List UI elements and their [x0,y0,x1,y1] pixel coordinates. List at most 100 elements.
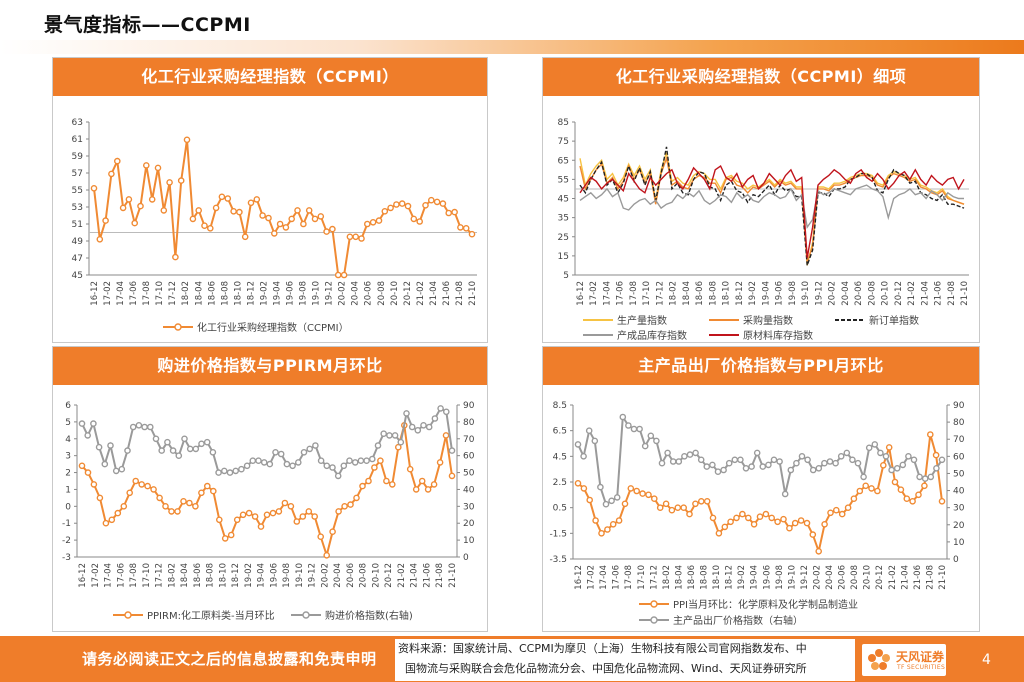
data-point [786,524,793,532]
data-point [317,213,325,220]
data-point [206,224,214,232]
data-point [120,502,128,510]
data-point [436,459,444,466]
x-tick-label: 20-02 [812,565,822,590]
data-point [198,440,205,448]
logo-subtext: TF SECURITIES [897,664,946,671]
x-tick-label: 19-12 [800,565,810,590]
x-tick-label: 20-12 [384,563,394,588]
x-tick-label: 20-06 [346,563,356,588]
data-point [393,201,400,208]
x-tick-label: 18-04 [194,281,204,306]
data-point [597,483,604,491]
data-point [893,465,901,472]
data-point [323,462,331,470]
data-point [803,519,811,527]
data-point [827,509,834,517]
y-tick-label-left: 61 [72,135,83,145]
data-point [748,463,755,470]
data-point [198,489,205,497]
y-tick-label-left: 45 [558,195,569,205]
data-point [574,479,582,487]
x-tick-label: 19-12 [814,281,824,306]
data-point [359,482,366,490]
x-tick-label: 18-08 [700,565,710,590]
data-point [916,473,923,481]
x-tick-label: 19-02 [737,565,747,590]
y-tick-label-right: 90 [463,401,475,411]
data-point [731,456,739,464]
data-point [220,467,228,475]
x-tick-label: 16-12 [576,281,586,306]
data-point [938,456,946,464]
data-point [141,423,148,431]
data-point [651,495,658,502]
data-point [375,217,383,224]
data-point [150,486,157,493]
data-point [281,499,289,507]
y-tick-label-left: 53 [72,203,83,213]
data-point [300,449,308,456]
data-point [692,500,699,508]
x-tick-label: 20-10 [371,563,381,588]
x-tick-label: 17-12 [649,565,659,590]
chart-ppi: -3.5 -1.5 0.5 2.5 4.5 6.5 8.5 0 10 20 30 40 50 60 70 80… [549,401,964,627]
data-point [860,473,867,481]
data-point [340,462,348,470]
data-point [862,482,870,490]
data-point [253,196,261,203]
data-point [363,457,370,464]
x-tick-label: 19-04 [750,565,760,590]
data-point [804,456,811,464]
data-point [251,513,259,520]
x-tick-label: 21-06 [913,565,923,590]
data-point [84,469,92,476]
x-tick-label: 17-10 [642,281,652,306]
data-point [245,509,253,517]
data-point [180,497,187,505]
data-point [753,449,761,457]
data-point [300,220,307,228]
data-point [306,445,314,453]
x-tick-label: 20-08 [377,281,387,306]
data-point [780,515,787,523]
data-point [311,215,319,223]
y-tick-label-left: 2.5 [553,478,567,488]
data-point [921,482,928,490]
x-tick-label: 17-06 [616,281,626,306]
data-point [424,486,432,493]
data-point [90,481,98,488]
data-point [369,218,377,226]
data-point [604,526,611,533]
data-point [224,195,232,202]
data-point [101,460,109,468]
data-point [288,215,295,223]
data-point [742,465,750,472]
data-point [305,508,313,515]
y-tick-label-left: 35 [558,214,569,224]
x-tick-label: 18-02 [662,565,672,590]
data-point [768,514,775,522]
data-point [739,510,746,518]
legend-marker [302,611,310,619]
x-tick-label: 20-02 [320,563,330,588]
legend-marker [650,616,658,624]
x-tick-label: 17-04 [104,563,114,588]
data-point [388,481,396,488]
x-tick-label: 21-10 [448,563,458,588]
data-point [844,504,852,511]
x-tick-label: 17-10 [155,281,165,306]
legend-label: 主产品出厂价格指数（右轴） [673,614,803,627]
y-tick-label-left: 51 [72,220,83,230]
data-point [849,456,856,464]
y-tick-label-right: 0 [953,555,959,565]
x-tick-label: 21-04 [920,281,930,306]
data-point [227,531,235,539]
x-tick-label: 17-08 [624,565,634,590]
data-point [138,481,145,488]
data-point [798,453,806,460]
x-tick-label: 21-02 [907,281,917,306]
data-point [293,518,301,525]
logo-flower-icon [868,649,890,670]
data-point [457,224,464,231]
